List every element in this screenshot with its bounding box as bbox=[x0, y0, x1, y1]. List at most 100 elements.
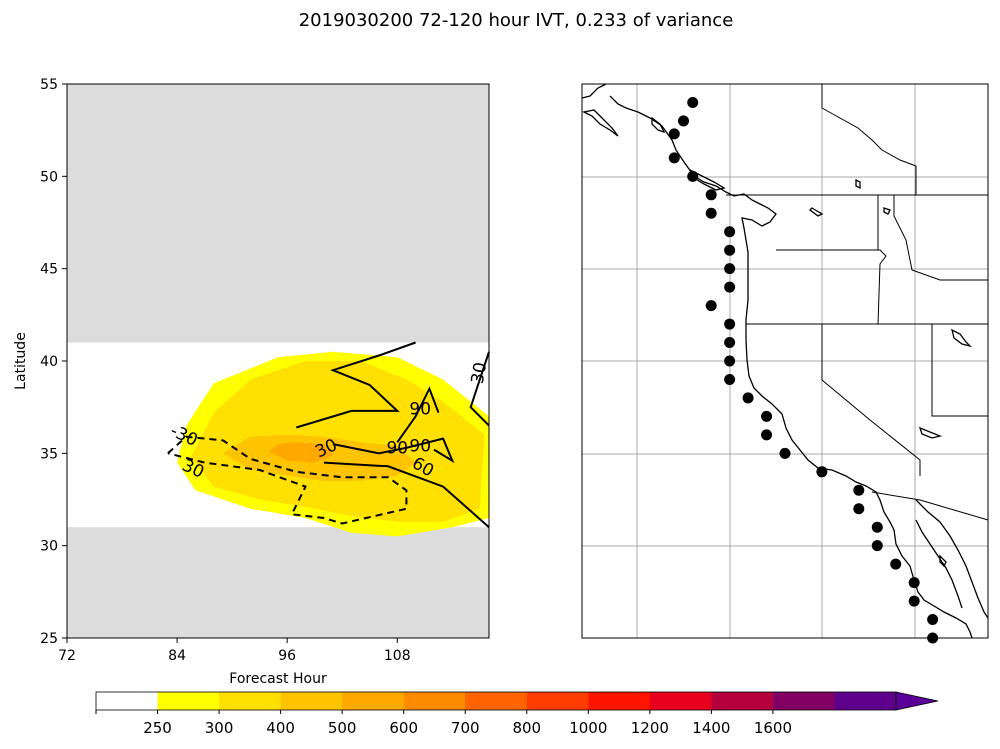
x-tick-label: 108 bbox=[384, 648, 411, 664]
y-axis-label: Latitude bbox=[13, 332, 29, 390]
station-point bbox=[705, 300, 717, 312]
colorbar-tick-label: 1000 bbox=[569, 719, 607, 737]
colorbar-segment bbox=[96, 692, 159, 710]
colorbar: 250 300 400 500 600 700 800 1000 1200 1400 1600 bbox=[95, 691, 939, 737]
colorbar-extend-arrow bbox=[895, 691, 939, 711]
y-axis-ticks: 25 30 35 40 45 50 55 bbox=[40, 77, 67, 647]
map-panel bbox=[581, 83, 989, 644]
station-point bbox=[668, 152, 680, 164]
contour-line-60 bbox=[323, 461, 490, 528]
station-point bbox=[724, 318, 736, 330]
contour-label: 90 bbox=[409, 436, 431, 456]
station-point bbox=[908, 595, 920, 607]
x-axis-label: Forecast Hour bbox=[229, 671, 327, 687]
station-point bbox=[678, 115, 689, 127]
station-point bbox=[871, 521, 883, 533]
colorbar-segment bbox=[772, 692, 835, 710]
colorbar-segment bbox=[219, 692, 282, 710]
contour-line-30 bbox=[167, 435, 408, 525]
station-point bbox=[724, 281, 736, 293]
station-point bbox=[761, 410, 773, 422]
colorbar-tick-label: 1400 bbox=[692, 719, 730, 737]
state-borders bbox=[726, 84, 989, 521]
colorbar-segment bbox=[526, 692, 589, 710]
station-point bbox=[668, 128, 680, 140]
island-path bbox=[651, 116, 666, 134]
colorbar-tick-label: 700 bbox=[451, 719, 480, 737]
station-point bbox=[705, 207, 717, 219]
station-point bbox=[853, 484, 865, 496]
lake-path bbox=[883, 207, 891, 215]
colorbar-tick-label: 1200 bbox=[631, 719, 669, 737]
station-point bbox=[687, 170, 699, 182]
border-nv-ut bbox=[931, 324, 988, 417]
contour-label: 90 bbox=[409, 400, 431, 420]
y-tick-label: 25 bbox=[40, 631, 58, 647]
contour-label: 90 bbox=[386, 438, 408, 458]
border-bc-ab bbox=[821, 84, 917, 195]
colorbar-tick-label: 250 bbox=[143, 719, 172, 737]
coastline bbox=[581, 83, 989, 639]
y-tick-label: 55 bbox=[40, 77, 58, 93]
x-tick-label: 72 bbox=[58, 648, 76, 664]
colorbar-segment bbox=[649, 692, 712, 710]
station-point bbox=[761, 429, 773, 441]
station-point bbox=[908, 577, 920, 589]
station-point bbox=[724, 263, 736, 275]
station-point bbox=[724, 244, 736, 256]
station-point bbox=[724, 373, 736, 385]
lake-path bbox=[855, 178, 861, 190]
colorbar-segment bbox=[834, 692, 897, 710]
baja-inner-path bbox=[915, 519, 963, 609]
colorbar-segment bbox=[403, 692, 466, 710]
filled-contours bbox=[177, 351, 489, 537]
colorbar-tick-label: 600 bbox=[389, 719, 418, 737]
station-point bbox=[724, 226, 736, 238]
colorbar-tick-label: 400 bbox=[266, 719, 295, 737]
border-us-mex bbox=[871, 491, 989, 521]
gulf-baja-path bbox=[915, 499, 989, 619]
coastline-path bbox=[581, 83, 973, 639]
contour-lines bbox=[167, 341, 490, 528]
colorbar-frame bbox=[95, 691, 897, 711]
y-tick-label: 35 bbox=[40, 446, 58, 462]
station-point bbox=[742, 392, 754, 404]
station-point bbox=[724, 355, 736, 367]
contour-line-30 bbox=[469, 351, 490, 427]
station-point bbox=[927, 614, 939, 626]
station-point bbox=[890, 558, 902, 570]
colorbar-segment bbox=[588, 692, 651, 710]
colorbar-tick-label: 500 bbox=[328, 719, 357, 737]
masked-regions bbox=[67, 84, 489, 638]
colorbar-segment bbox=[711, 692, 774, 710]
lake-path bbox=[939, 554, 947, 568]
y-tick-label: 45 bbox=[40, 262, 58, 278]
colorbar-segment bbox=[280, 692, 343, 710]
station-point bbox=[705, 189, 717, 201]
y-tick-label: 50 bbox=[40, 169, 58, 185]
station-point bbox=[724, 337, 736, 349]
border-wa-or bbox=[776, 249, 887, 325]
map-frame bbox=[581, 83, 989, 639]
masked-region bbox=[67, 84, 489, 343]
lake-path bbox=[918, 426, 943, 439]
x-tick-label: 84 bbox=[168, 648, 186, 664]
island-path bbox=[582, 109, 619, 137]
contour-label: 30 bbox=[468, 361, 491, 386]
lake-path bbox=[951, 328, 973, 348]
station-point bbox=[853, 503, 865, 515]
lake-path bbox=[809, 207, 824, 217]
x-tick-label: 96 bbox=[278, 648, 296, 664]
station-points bbox=[668, 96, 939, 644]
station-point bbox=[687, 96, 699, 108]
contour-line-90 bbox=[396, 386, 440, 443]
colorbar-tick-label: 300 bbox=[205, 719, 234, 737]
contour-line-90 bbox=[332, 437, 455, 464]
masked-region bbox=[67, 527, 489, 638]
colorbar-segment bbox=[465, 692, 528, 710]
colorbar-segment bbox=[157, 692, 220, 710]
colorbar-tick-label: 800 bbox=[512, 719, 541, 737]
station-point bbox=[779, 447, 791, 459]
